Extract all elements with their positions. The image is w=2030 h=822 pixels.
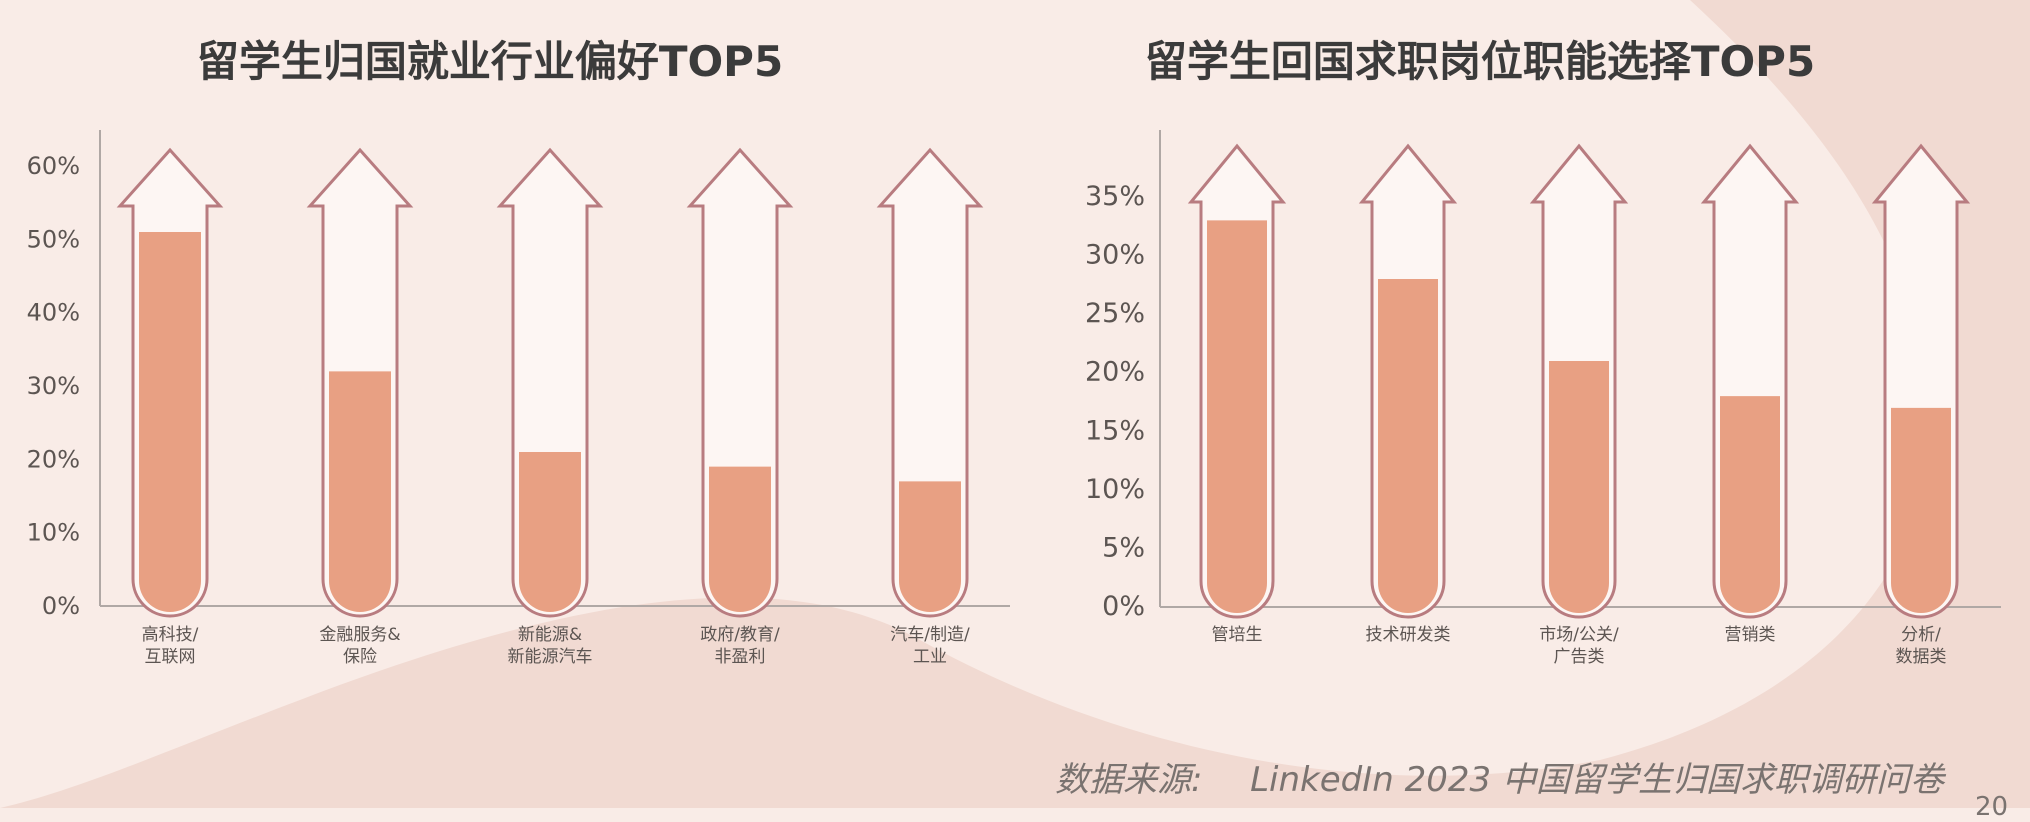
y-tick-label: 0% xyxy=(42,592,80,620)
x-category-label: 管培生 xyxy=(1212,625,1263,645)
bar-fill xyxy=(709,466,771,612)
bar-fill xyxy=(329,371,391,612)
y-tick-label: 10% xyxy=(1085,474,1145,505)
bar-fill xyxy=(1549,361,1609,613)
chart-title-function: 留学生回国求职岗位职能选择TOP5 xyxy=(1144,37,1816,86)
x-category-label: 高科技/ xyxy=(142,625,199,645)
y-tick-label: 25% xyxy=(1085,298,1145,329)
bar-tube xyxy=(1871,143,1971,619)
bar-fill xyxy=(1207,220,1267,613)
bar-tube xyxy=(1358,143,1458,619)
source-label: 数据来源: xyxy=(1055,760,1203,800)
bar-tube xyxy=(1700,143,1800,619)
bar-fill xyxy=(1891,407,1951,613)
x-category-label: 技术研发类 xyxy=(1366,625,1451,645)
y-tick-label: 30% xyxy=(27,372,80,400)
page-number: 20 xyxy=(1975,792,2009,822)
x-category-label: 政府/教育/ xyxy=(700,625,780,645)
bar-tube xyxy=(496,147,604,618)
bar-tube xyxy=(116,147,224,618)
source-text: LinkedIn 2023 中国留学生归国求职调研问卷 xyxy=(1250,760,1944,800)
bar-tube xyxy=(686,147,794,618)
x-category-label: 金融服务& xyxy=(319,625,400,645)
bar-tube xyxy=(306,147,414,618)
bar-tube xyxy=(876,147,984,618)
bar-tube xyxy=(1187,143,1287,619)
x-category-label: 工业 xyxy=(913,647,947,667)
x-category-label: 汽车/制造/ xyxy=(890,625,970,645)
x-category-label: 分析/ xyxy=(1901,625,1941,645)
y-tick-label: 20% xyxy=(27,445,80,473)
y-tick-label: 5% xyxy=(1102,532,1145,563)
x-category-label: 广告类 xyxy=(1554,647,1605,667)
y-tick-label: 40% xyxy=(27,299,80,327)
x-category-label: 数据类 xyxy=(1896,647,1947,667)
bar-fill xyxy=(139,232,201,612)
bar-fill xyxy=(899,481,961,612)
job-function-chart: 0% 5% 10% 15% 20% 25% 30% 35% 管培生 技术研发类 市场/公关/广告类 营… xyxy=(1085,130,2001,667)
x-category-label: 市场/公关/ xyxy=(1539,625,1619,645)
x-category-label: 非盈利 xyxy=(715,647,766,667)
x-category-label: 新能源汽车 xyxy=(508,647,593,667)
y-tick-label: 20% xyxy=(1085,357,1145,388)
y-tick-label: 0% xyxy=(1102,591,1145,622)
x-category-label: 营销类 xyxy=(1725,625,1776,645)
industry-preference-chart: 0% 10% 20% 30% 40% 50% 60% 高科技/互联网 金融服务&保险 新能源&新能… xyxy=(27,130,1010,667)
x-category-label: 新能源& xyxy=(518,625,582,645)
y-tick-label: 10% xyxy=(27,519,80,547)
y-tick-label: 30% xyxy=(1085,240,1145,271)
bar-fill xyxy=(1720,396,1780,613)
chart-title-industry: 留学生归国就业行业偏好TOP5 xyxy=(196,37,784,86)
source-note: 数据来源: LinkedIn 2023 中国留学生归国求职调研问卷 xyxy=(1055,752,1995,808)
bar-fill xyxy=(1378,279,1438,613)
bar-tube xyxy=(1529,143,1629,619)
x-category-label: 保险 xyxy=(343,647,377,667)
y-tick-label: 50% xyxy=(27,225,80,253)
y-tick-label: 60% xyxy=(27,152,80,180)
x-category-label: 互联网 xyxy=(145,647,196,667)
y-tick-label: 15% xyxy=(1085,415,1145,446)
y-tick-label: 35% xyxy=(1085,181,1145,212)
bar-fill xyxy=(519,452,581,612)
